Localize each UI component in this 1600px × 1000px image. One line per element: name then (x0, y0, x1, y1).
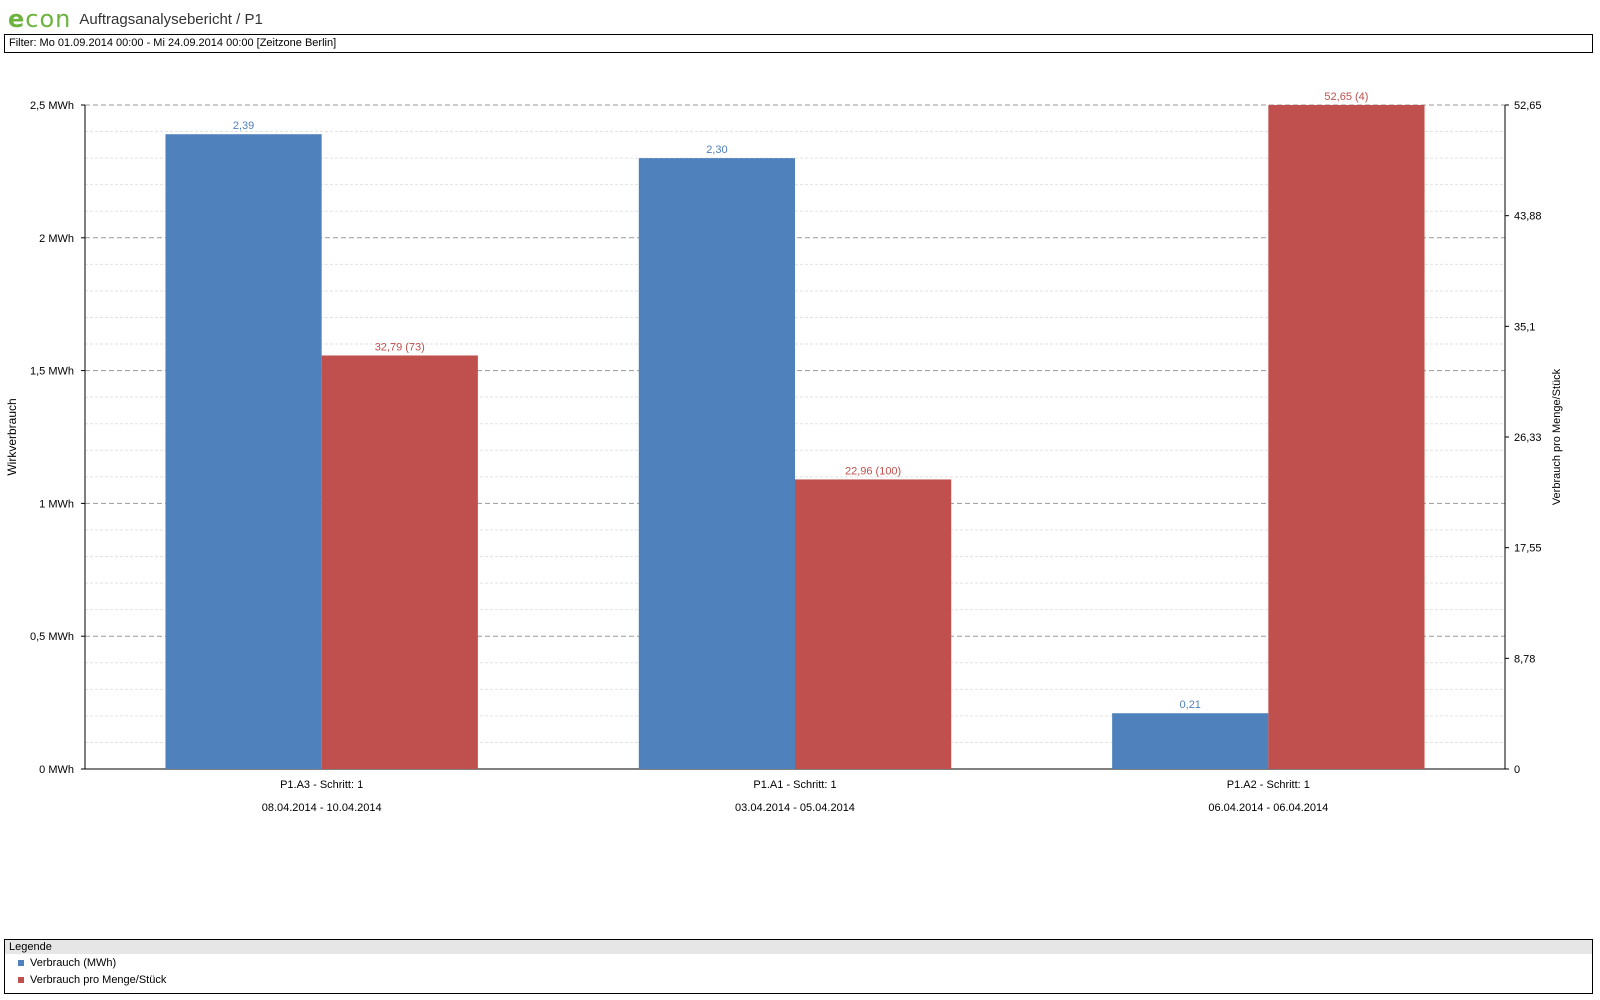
y2-axis-title: Verbrauch pro Menge/Stück (1551, 368, 1563, 505)
y-tick-label: 1,5 MWh (30, 366, 74, 378)
legend-item-verbrauch-pro-menge: Verbrauch pro Menge/Stück (5, 971, 1592, 988)
data-label: 22,96 (100) (845, 465, 901, 477)
y-tick-label: 2 MWh (39, 233, 74, 245)
y2-tick-label: 17,55 (1514, 543, 1542, 555)
bar-verbrauch (1112, 713, 1269, 769)
bar-verbrauch-pro-menge (1268, 105, 1425, 769)
bar-verbrauch-pro-menge (321, 355, 478, 769)
y-tick-label: 0,5 MWh (30, 631, 74, 643)
header: econ Auftragsanalysebericht / P1 (8, 6, 263, 32)
x-tick-date-label: 08.04.2014 - 10.04.2014 (262, 802, 382, 814)
data-label: 0,21 (1180, 699, 1201, 711)
filter-bar: Filter: Mo 01.09.2014 00:00 - Mi 24.09.2… (4, 34, 1593, 53)
x-tick-label: P1.A1 - Schritt: 1 (753, 779, 836, 791)
legend-label: Verbrauch (MWh) (30, 956, 117, 969)
y-tick-label: 2,5 MWh (30, 100, 74, 112)
x-tick-label: P1.A2 - Schritt: 1 (1227, 779, 1310, 791)
econ-logo: econ (8, 5, 72, 33)
y2-tick-label: 52,65 (1514, 100, 1542, 112)
legend-title: Legende (5, 940, 1592, 954)
y-tick-label: 1 MWh (39, 498, 74, 510)
data-label: 2,30 (706, 144, 727, 156)
legend-label: Verbrauch pro Menge/Stück (30, 973, 167, 986)
y2-tick-label: 0 (1514, 764, 1520, 776)
data-label: 52,65 (4) (1324, 91, 1368, 103)
y-tick-label: 0 MWh (39, 764, 74, 776)
y2-tick-label: 43,88 (1514, 211, 1542, 223)
x-tick-date-label: 06.04.2014 - 06.04.2014 (1208, 802, 1328, 814)
bar-verbrauch (165, 134, 322, 769)
legend-swatch-blue (18, 959, 24, 966)
y2-tick-label: 8,78 (1514, 653, 1535, 665)
data-label: 2,39 (233, 120, 254, 132)
bar-verbrauch-pro-menge (795, 479, 952, 769)
legend-swatch-red (18, 976, 24, 983)
legend: Legende Verbrauch (MWh) Verbrauch pro Me… (4, 939, 1593, 994)
y2-tick-label: 26,33 (1514, 432, 1542, 444)
x-tick-date-label: 03.04.2014 - 05.04.2014 (735, 802, 855, 814)
bar-verbrauch (638, 158, 795, 769)
y-axis-title: Wirkverbrauch (5, 398, 19, 475)
x-tick-label: P1.A3 - Schritt: 1 (280, 779, 363, 791)
page-title: Auftragsanalysebericht / P1 (79, 10, 263, 28)
y2-tick-label: 35,1 (1514, 321, 1535, 333)
bar-chart: 0 MWh 0,5 MWh 1 MWh 1,5 MWh 2 MWh 2,5 MWh 0 8,7… (5, 91, 1563, 814)
data-label: 32,79 (73) (375, 341, 425, 353)
legend-item-verbrauch: Verbrauch (MWh) (5, 954, 1592, 971)
